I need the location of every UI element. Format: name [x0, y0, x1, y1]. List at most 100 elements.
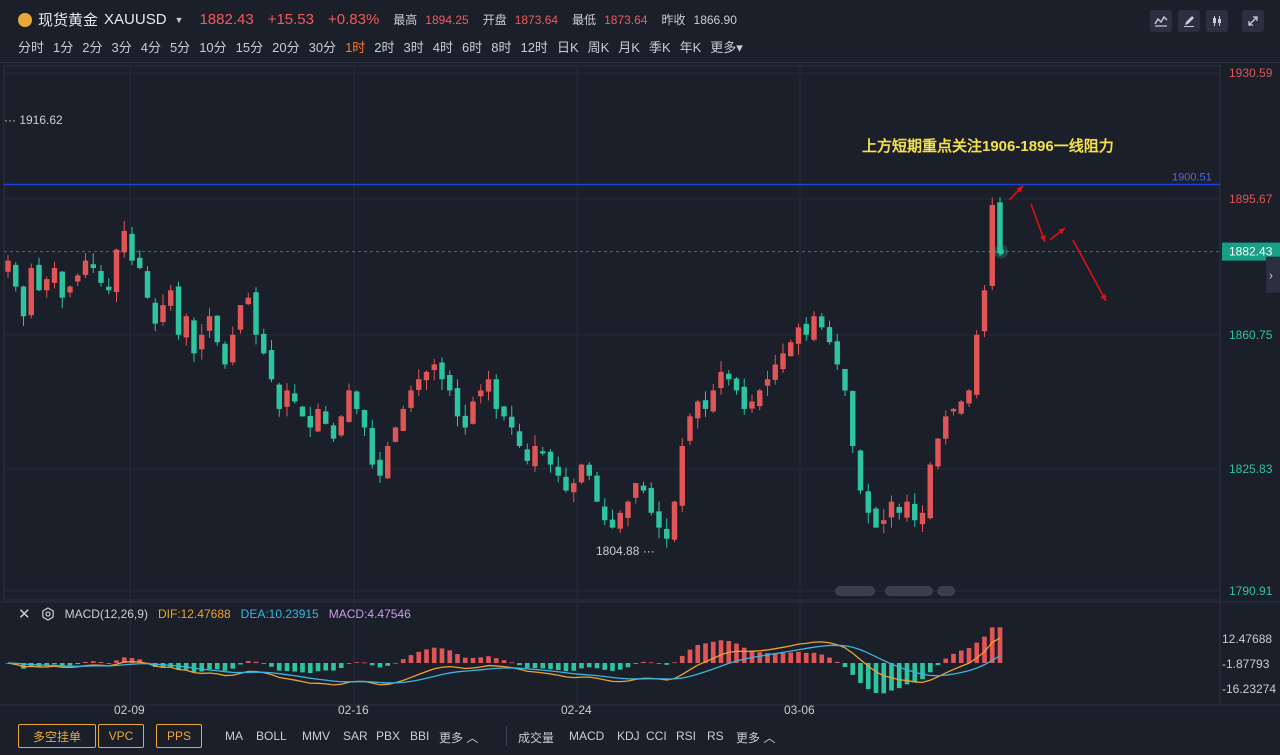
sub-indicator-1[interactable]: MACD	[569, 729, 605, 743]
candle-body-85	[664, 528, 670, 539]
macd-bar-62	[486, 656, 491, 663]
candle-body-77	[602, 506, 608, 521]
period-0[interactable]: 分时	[18, 40, 45, 55]
candle-body-55	[431, 364, 437, 371]
period-13[interactable]: 4时	[432, 40, 453, 55]
candle-body-29	[230, 334, 236, 363]
price-chart[interactable]: 1930.59 1895.67 1860.75 1825.83 1790.91 1900.…	[0, 0, 1280, 720]
candle-body-58	[454, 388, 461, 417]
symbol-code[interactable]: XAUUSD	[104, 11, 167, 28]
period-1[interactable]: 1分	[53, 40, 74, 55]
sub-indicator-0[interactable]: 成交量	[518, 731, 555, 745]
open-label: 开盘	[482, 13, 507, 27]
symbol-header: 现货黄金 XAUUSD ▼ 1882.43 +15.53 +0.83% 最高 1…	[18, 9, 737, 30]
macd-bar-84	[656, 663, 662, 664]
macd-bar-42	[331, 663, 336, 671]
period-3[interactable]: 3分	[111, 40, 132, 55]
macd-bar-70	[548, 663, 553, 670]
macd-header: ✕ MACD(12,26,9) DIF:12.47688 DEA:10.2391…	[18, 605, 411, 623]
sub-indicator-3[interactable]: CCI	[646, 729, 667, 743]
high-label: 最高	[393, 13, 418, 27]
period-15[interactable]: 8时	[491, 40, 512, 55]
candle-body-40	[315, 408, 321, 432]
main-indicator-5[interactable]: BBI	[410, 729, 430, 743]
period-21[interactable]: 年K	[679, 40, 702, 55]
resistance-label: 1900.51	[1172, 172, 1212, 184]
macd-bar-65	[509, 662, 515, 664]
candle-icon[interactable]	[1206, 10, 1228, 32]
main-indicator-2[interactable]: MMV	[302, 729, 330, 743]
arrow-down-2-head	[1100, 294, 1106, 301]
candle-body-52	[408, 390, 414, 408]
macd-bar-50	[393, 662, 398, 664]
sub-indicator-5[interactable]: RS	[707, 729, 724, 743]
sub-indicator-6[interactable]: 更多 ︿	[736, 731, 776, 745]
main-indicator-0[interactable]: MA	[225, 729, 243, 743]
candle-body-36	[284, 390, 290, 407]
candle-body-64	[501, 406, 507, 417]
close-icon[interactable]: ✕	[18, 606, 31, 623]
main-indicator-3[interactable]: SAR	[343, 729, 368, 743]
period-16[interactable]: 12时	[520, 40, 548, 55]
period-9[interactable]: 30分	[308, 40, 337, 55]
macd-bar-119	[927, 663, 933, 673]
macd-bar-91	[710, 641, 716, 663]
candle-body-2	[20, 286, 27, 317]
macd-bar-6	[52, 663, 57, 665]
period-22[interactable]: 更多▾	[710, 40, 743, 55]
period-20[interactable]: 季K	[648, 40, 671, 55]
candle-body-74	[578, 464, 585, 483]
period-14[interactable]: 6时	[462, 40, 483, 55]
macd-bar-100	[780, 652, 786, 663]
draw-icon[interactable]	[1178, 10, 1200, 32]
price-change: +15.53	[267, 11, 314, 28]
period-5[interactable]: 5分	[169, 40, 191, 55]
macd-bar-38	[300, 663, 305, 673]
watermark-2	[885, 586, 933, 596]
period-8[interactable]: 20分	[272, 40, 300, 55]
period-12[interactable]: 3时	[403, 40, 424, 55]
period-6[interactable]: 10分	[199, 40, 227, 55]
vpc-button[interactable]: VPC	[98, 724, 144, 748]
candle-body-31	[245, 297, 251, 305]
fullscreen-icon[interactable]	[1242, 10, 1264, 32]
period-10[interactable]: 1时	[345, 40, 366, 55]
indicator-icon[interactable]	[1150, 10, 1172, 32]
period-11[interactable]: 2时	[374, 40, 395, 55]
chevron-down-icon[interactable]: ▼	[174, 14, 184, 25]
main-indicator-1[interactable]: BOLL	[256, 729, 287, 743]
sub-indicator-4[interactable]: RSI	[676, 729, 697, 743]
candle-body-23	[183, 316, 189, 338]
candle-body-122	[950, 408, 957, 412]
sub-indicator-2[interactable]: KDJ	[617, 729, 640, 743]
candle-body-35	[276, 384, 282, 409]
macd-bar-64	[501, 660, 507, 663]
macd-bar-2	[21, 663, 26, 669]
long-short-orders-button[interactable]: 多空挂单	[18, 724, 96, 748]
period-2[interactable]: 2分	[82, 40, 103, 55]
settings-icon[interactable]	[41, 607, 55, 621]
candle-body-34	[268, 350, 275, 380]
main-indicator-6[interactable]: 更多 ︿	[439, 731, 479, 745]
period-4[interactable]: 4分	[140, 40, 161, 55]
macd-bar-36	[284, 663, 290, 672]
arrow-up-2-head	[1058, 228, 1065, 235]
candle-body-107	[834, 341, 840, 365]
symbol-name[interactable]: 现货黄金	[38, 12, 99, 29]
current-price-label: 1882.43	[1229, 245, 1273, 259]
period-7[interactable]: 15分	[235, 40, 264, 55]
macd-bar-97	[757, 652, 763, 663]
main-indicator-4[interactable]: PBX	[376, 729, 401, 743]
pps-button[interactable]: PPS	[156, 724, 202, 748]
period-19[interactable]: 月K	[618, 40, 640, 55]
macd-bar-55	[431, 647, 437, 663]
period-18[interactable]: 周K	[587, 40, 610, 55]
macd-bar-122	[951, 653, 956, 663]
macd-bar-44	[346, 663, 352, 664]
macd-bar-79	[617, 663, 623, 670]
candle-body-121	[943, 416, 949, 439]
period-17[interactable]: 日K	[556, 40, 579, 55]
candle-body-10	[82, 260, 89, 275]
candle-body-28	[222, 343, 228, 365]
candle-body-105	[819, 316, 825, 328]
